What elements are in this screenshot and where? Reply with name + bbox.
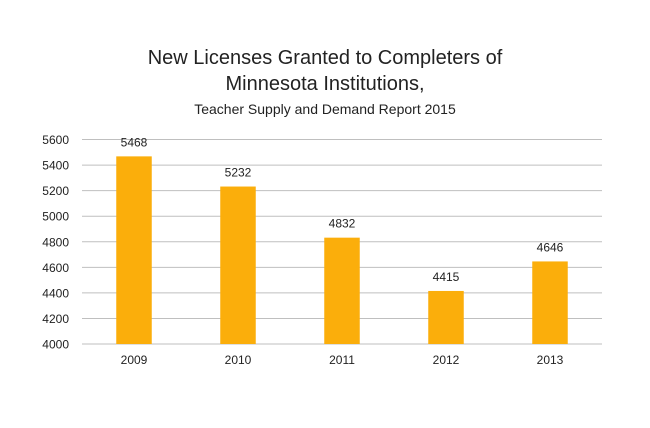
y-tick-label: 4400 <box>42 286 69 300</box>
chart-title-line2: Minnesota Institutions, <box>226 73 425 95</box>
y-tick-label: 5200 <box>42 184 69 198</box>
data-label: 5468 <box>121 135 148 149</box>
x-tick-label: 2013 <box>537 353 564 367</box>
data-label: 4646 <box>537 240 564 254</box>
bar-2010 <box>220 186 256 344</box>
y-tick-label: 4800 <box>42 235 69 249</box>
x-tick-label: 2010 <box>225 353 252 367</box>
x-tick-label: 2012 <box>433 353 460 367</box>
y-tick-label: 4600 <box>42 261 69 275</box>
y-tick-label: 4000 <box>42 338 69 352</box>
bar-2013 <box>532 261 568 344</box>
bar-2011 <box>324 237 360 344</box>
y-tick-label: 5600 <box>42 133 69 147</box>
y-tick-label: 4200 <box>42 312 69 326</box>
bar-2012 <box>428 290 464 344</box>
y-tick-label: 5000 <box>42 210 69 224</box>
data-label: 5232 <box>225 166 252 180</box>
chart-subtitle: Teacher Supply and Demand Report 2015 <box>194 101 456 117</box>
data-label: 4415 <box>433 270 460 284</box>
y-tick-label: 5400 <box>42 159 69 173</box>
bar-2009 <box>116 156 152 344</box>
x-tick-label: 2011 <box>329 353 355 367</box>
x-tick-label: 2009 <box>121 353 148 367</box>
chart-title: New Licenses Granted to Completers of <box>148 47 503 69</box>
data-label: 4832 <box>329 217 356 231</box>
